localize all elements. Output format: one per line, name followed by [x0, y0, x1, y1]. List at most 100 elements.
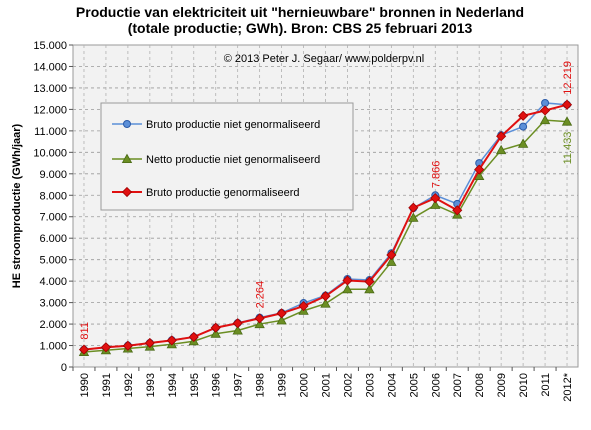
data-point [276, 308, 287, 319]
data-point [188, 331, 199, 343]
x-tick-label: 2008 [474, 373, 486, 397]
data-point [342, 275, 353, 286]
data-point [452, 205, 463, 216]
x-tick-label: 2000 [299, 373, 311, 397]
x-tick-label: 2012* [562, 372, 574, 401]
series-3 [78, 99, 573, 355]
y-tick-label: 13.000 [33, 83, 67, 95]
data-point [364, 276, 375, 287]
data-point [298, 300, 309, 312]
x-tick-label: 1995 [189, 373, 201, 397]
data-point [519, 122, 528, 131]
data-point [561, 99, 573, 110]
data-point [232, 318, 243, 329]
data-label: 811 [79, 322, 91, 340]
data-point [539, 114, 551, 125]
x-tick-label: 2011 [540, 373, 552, 397]
x-tick-label: 1997 [233, 373, 245, 397]
data-label: 11.433 [562, 132, 574, 165]
x-tick-label: 2007 [452, 373, 464, 397]
x-tick-label: 2005 [408, 373, 420, 397]
legend-label: Bruto productie genormaliseerd [146, 187, 299, 199]
x-tick-label: 1999 [277, 373, 289, 397]
x-tick-label: 1998 [255, 373, 267, 397]
data-point [254, 318, 265, 329]
data-point [121, 153, 133, 164]
y-tick-label: 15.000 [33, 40, 67, 52]
x-tick-label: 1994 [167, 373, 179, 397]
chart-title-line2: (totale productie; GWh). Bron: CBS 25 fe… [128, 20, 473, 36]
data-point [144, 337, 155, 349]
y-tick-label: 6.000 [39, 233, 67, 245]
x-tick-label: 2010 [518, 373, 530, 397]
x-axis: 1990 1991 1992 1993 1994 1995 1996 1997 1998 1999… [72, 367, 574, 402]
data-point [495, 144, 507, 155]
x-tick-label: 2002 [342, 373, 354, 397]
data-point [122, 340, 133, 351]
chart-title-line1: Productie van elektriciteit uit "hernieu… [76, 4, 524, 20]
data-point [518, 110, 529, 121]
data-point [386, 256, 397, 266]
legend-label: Bruto productie niet genormaliseerd [146, 119, 320, 131]
data-point [78, 344, 90, 355]
x-tick-label: 1992 [123, 373, 135, 397]
data-point [320, 291, 331, 302]
data-point [100, 342, 112, 353]
y-tick-label: 10.000 [33, 147, 67, 159]
y-tick-label: 9.000 [39, 169, 67, 181]
series-layer [78, 98, 573, 356]
x-tick-label: 2003 [364, 373, 376, 397]
x-tick-label: 1996 [211, 373, 223, 397]
y-tick-label: 11.000 [34, 126, 67, 138]
x-tick-label: 1993 [145, 373, 157, 397]
data-point [474, 164, 485, 175]
y-tick-label: 14.000 [33, 61, 67, 73]
x-tick-label: 2001 [321, 373, 333, 397]
y-tick-label: 2.000 [39, 319, 67, 331]
data-point [517, 138, 529, 148]
data-point [430, 193, 441, 204]
x-tick-label: 1991 [101, 373, 113, 397]
data-point [166, 335, 177, 346]
y-tick-label: 1.000 [39, 341, 67, 353]
data-point [364, 283, 375, 294]
y-tick-label: 7.000 [39, 212, 67, 224]
data-point [430, 199, 441, 209]
data-point [210, 322, 221, 333]
data-label: 2.264 [255, 281, 267, 309]
legend-label: Netto productie niet genormaliseerd [146, 154, 320, 166]
y-tick-label: 8.000 [39, 190, 67, 202]
data-point [561, 116, 573, 126]
data-point [496, 131, 507, 142]
x-tick-label: 2004 [386, 373, 398, 397]
data-point [254, 313, 265, 324]
data-point [539, 105, 551, 116]
x-tick-label: 2006 [430, 373, 442, 397]
data-point [123, 120, 131, 128]
data-label: 12.219 [562, 61, 574, 95]
x-tick-label: 1990 [79, 373, 91, 397]
y-tick-label: 3.000 [39, 298, 67, 310]
legend: Bruto productie niet genormaliseerd Netto… [100, 102, 354, 211]
y-tick-label: 4.000 [39, 276, 67, 288]
data-point [276, 315, 287, 325]
y-axis: 0 1.000 2.000 3.000 4.000 5.000 6.000 7.000 8.00… [33, 40, 73, 374]
data-point [342, 283, 353, 294]
y-axis-label: HE stroomproductie (GWh/jaar) [11, 123, 23, 288]
annotations-layer: 811 2.264 7.866 12.219 11.433 [79, 61, 574, 340]
data-point [210, 328, 221, 338]
data-point [121, 186, 133, 198]
data-point [386, 249, 397, 261]
data-point [320, 298, 331, 308]
data-point [408, 202, 419, 213]
y-tick-label: 5.000 [39, 255, 67, 267]
data-label: 7.866 [430, 161, 442, 189]
data-point [232, 325, 243, 335]
legend-box [100, 102, 354, 211]
x-tick-label: 2009 [496, 373, 508, 397]
data-point [408, 212, 419, 222]
y-tick-label: 12.000 [33, 104, 67, 116]
copyright-text: © 2013 Peter J. Segaar/ www.polderpv.nl [224, 53, 425, 65]
y-tick-label: 0 [61, 362, 67, 374]
